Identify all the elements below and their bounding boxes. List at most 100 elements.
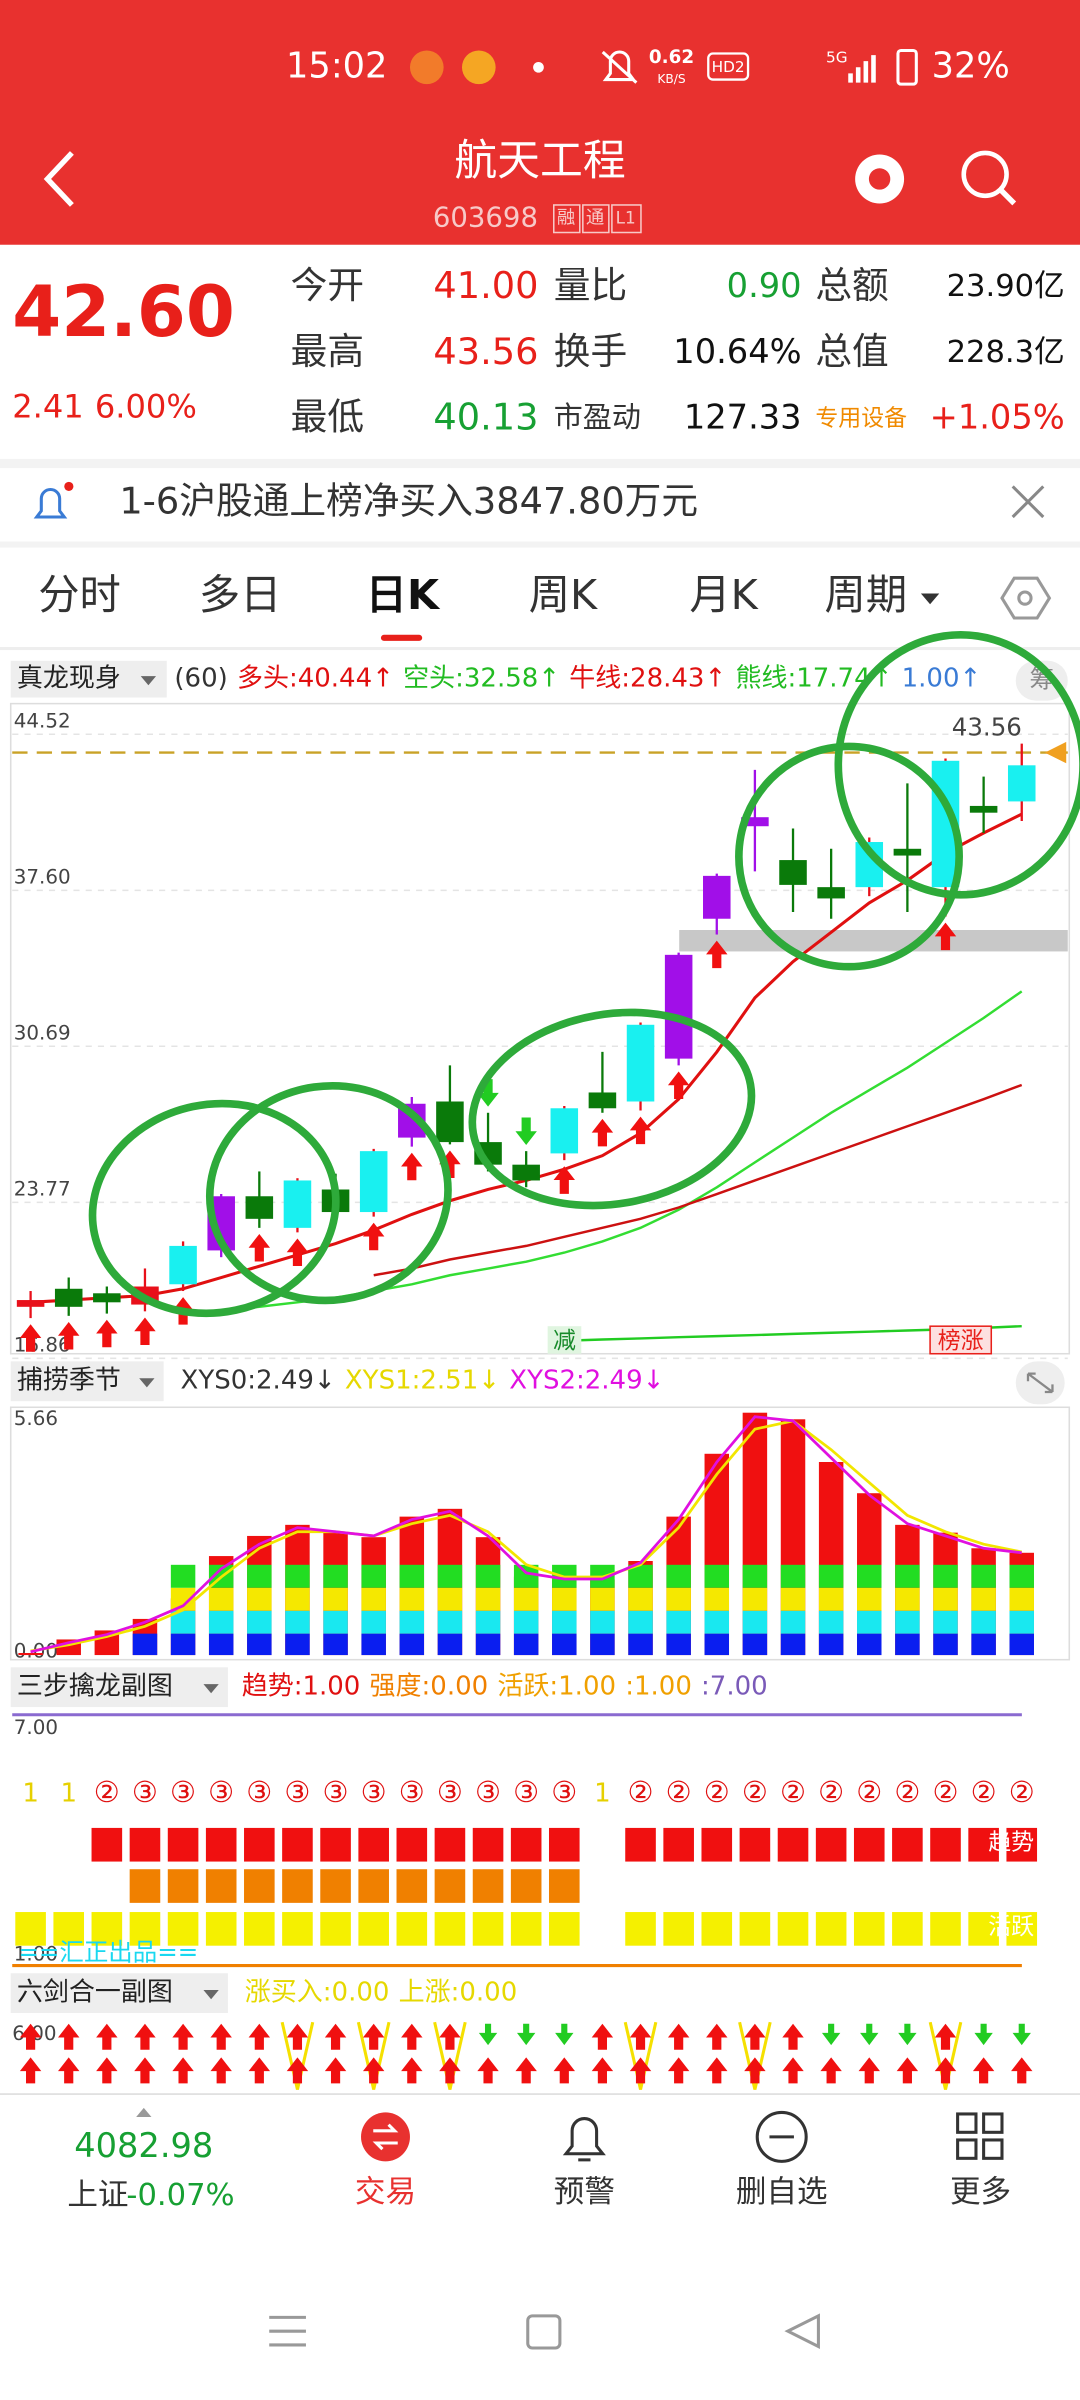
drawn-circle	[88, 1099, 340, 1318]
tab[interactable]: 多日	[199, 571, 282, 619]
status-time: 15:02	[286, 45, 387, 86]
tabs: 分时 多日 日K 周K 月K 周期	[38, 571, 907, 619]
app-icon	[461, 50, 496, 85]
nav-item[interactable]: 交易	[355, 2175, 416, 2210]
menu-key[interactable]	[269, 2315, 306, 2347]
nav-item[interactable]: 更多	[950, 2175, 1011, 2210]
nav-item[interactable]: 删自选	[736, 2175, 828, 2210]
band	[475, 1564, 501, 1588]
down-arrow	[1012, 2023, 1031, 2046]
active-block	[358, 1912, 389, 1946]
network: 5G	[826, 49, 848, 67]
search-icon[interactable]	[961, 150, 1009, 199]
panel-title: 三步擒龙副图	[17, 1672, 173, 1702]
signal-line	[623, 2021, 658, 2090]
settings-icon[interactable]	[1000, 576, 1052, 620]
bar	[18, 1653, 43, 1656]
up-arrow	[553, 2057, 576, 2084]
dropdown	[139, 1378, 155, 1388]
stage: ②	[932, 1775, 958, 1809]
tab[interactable]: 月K	[689, 571, 758, 619]
notice-text[interactable]: 1-6沪股通上榜净买入3847.80万元	[119, 480, 698, 523]
trend-block	[739, 1827, 771, 1862]
indicator-select[interactable]	[10, 660, 167, 698]
band	[704, 1587, 730, 1611]
active-block	[968, 1912, 999, 1946]
change-pct: 6.00%	[95, 387, 197, 425]
assistant-eye	[868, 168, 891, 190]
band	[590, 1587, 615, 1611]
field-label: 今开	[291, 264, 364, 307]
field-label: 最高	[291, 330, 364, 373]
trend-block	[930, 1827, 961, 1862]
band	[437, 1587, 463, 1611]
band	[323, 1587, 348, 1611]
back-key[interactable]	[784, 2313, 820, 2349]
active-block	[739, 1912, 771, 1946]
indicator-select[interactable]	[10, 1973, 228, 2014]
band	[437, 1633, 463, 1656]
active-block	[15, 1912, 46, 1946]
band	[780, 1610, 806, 1634]
stage: ③	[551, 1775, 577, 1809]
trend-block	[777, 1827, 809, 1862]
band	[399, 1587, 425, 1611]
band	[704, 1564, 730, 1588]
stage: ②	[971, 1775, 997, 1809]
tab[interactable]: 分时	[38, 571, 121, 619]
band	[513, 1610, 539, 1634]
signal-line	[738, 2021, 772, 2090]
stage: ②	[780, 1775, 806, 1809]
back-button[interactable]	[43, 151, 74, 207]
more-icon	[956, 2112, 1004, 2160]
tab[interactable]: 日K	[366, 571, 441, 619]
tab[interactable]: 周K	[529, 571, 598, 619]
chip-button[interactable]	[1015, 660, 1068, 701]
up-arrow	[744, 2023, 766, 2050]
up-arrow	[248, 2023, 271, 2050]
band	[361, 1587, 386, 1611]
drawn-circle	[205, 1081, 452, 1305]
up-arrow	[96, 2057, 118, 2084]
stage: ②	[704, 1775, 730, 1809]
index-value[interactable]: 4082.98	[74, 2126, 213, 2165]
tab-indicator	[380, 634, 423, 641]
band	[666, 1610, 691, 1634]
band	[933, 1587, 958, 1611]
indicator-select[interactable]	[10, 1667, 228, 1708]
badge: 通	[586, 208, 604, 229]
band	[132, 1633, 158, 1656]
up-arrow	[820, 2057, 842, 2084]
up-arrow	[667, 2023, 690, 2050]
up-arrow	[210, 2057, 232, 2084]
high-label: 43.56	[952, 712, 1022, 741]
xys-line	[30, 1419, 1022, 1653]
home-key[interactable]	[526, 2314, 562, 2350]
candle-body	[54, 1288, 83, 1307]
active-block	[663, 1912, 694, 1946]
band	[552, 1633, 577, 1656]
candle-body	[169, 1245, 197, 1285]
nav-item[interactable]: 预警	[554, 2175, 615, 2210]
candle-body	[664, 954, 693, 1059]
strength-block	[434, 1869, 466, 1903]
band	[971, 1564, 996, 1588]
band	[513, 1587, 539, 1611]
watermark: ==汇正出品==	[18, 1937, 198, 1966]
stage: ③	[437, 1775, 463, 1809]
badge-box	[553, 204, 581, 234]
close-notice[interactable]	[1011, 485, 1045, 519]
strength-block	[396, 1869, 428, 1903]
tag-bg	[929, 1325, 993, 1355]
dropdown	[203, 1684, 219, 1694]
active-block	[472, 1912, 504, 1946]
candle-body	[93, 1293, 121, 1303]
band	[247, 1564, 272, 1588]
indicator-select[interactable]	[10, 1361, 164, 1402]
tab[interactable]: 周期	[825, 571, 908, 619]
buy-arrow	[96, 1319, 118, 1348]
band	[857, 1564, 882, 1588]
active-block	[91, 1912, 123, 1946]
grid-cell	[956, 2112, 978, 2134]
